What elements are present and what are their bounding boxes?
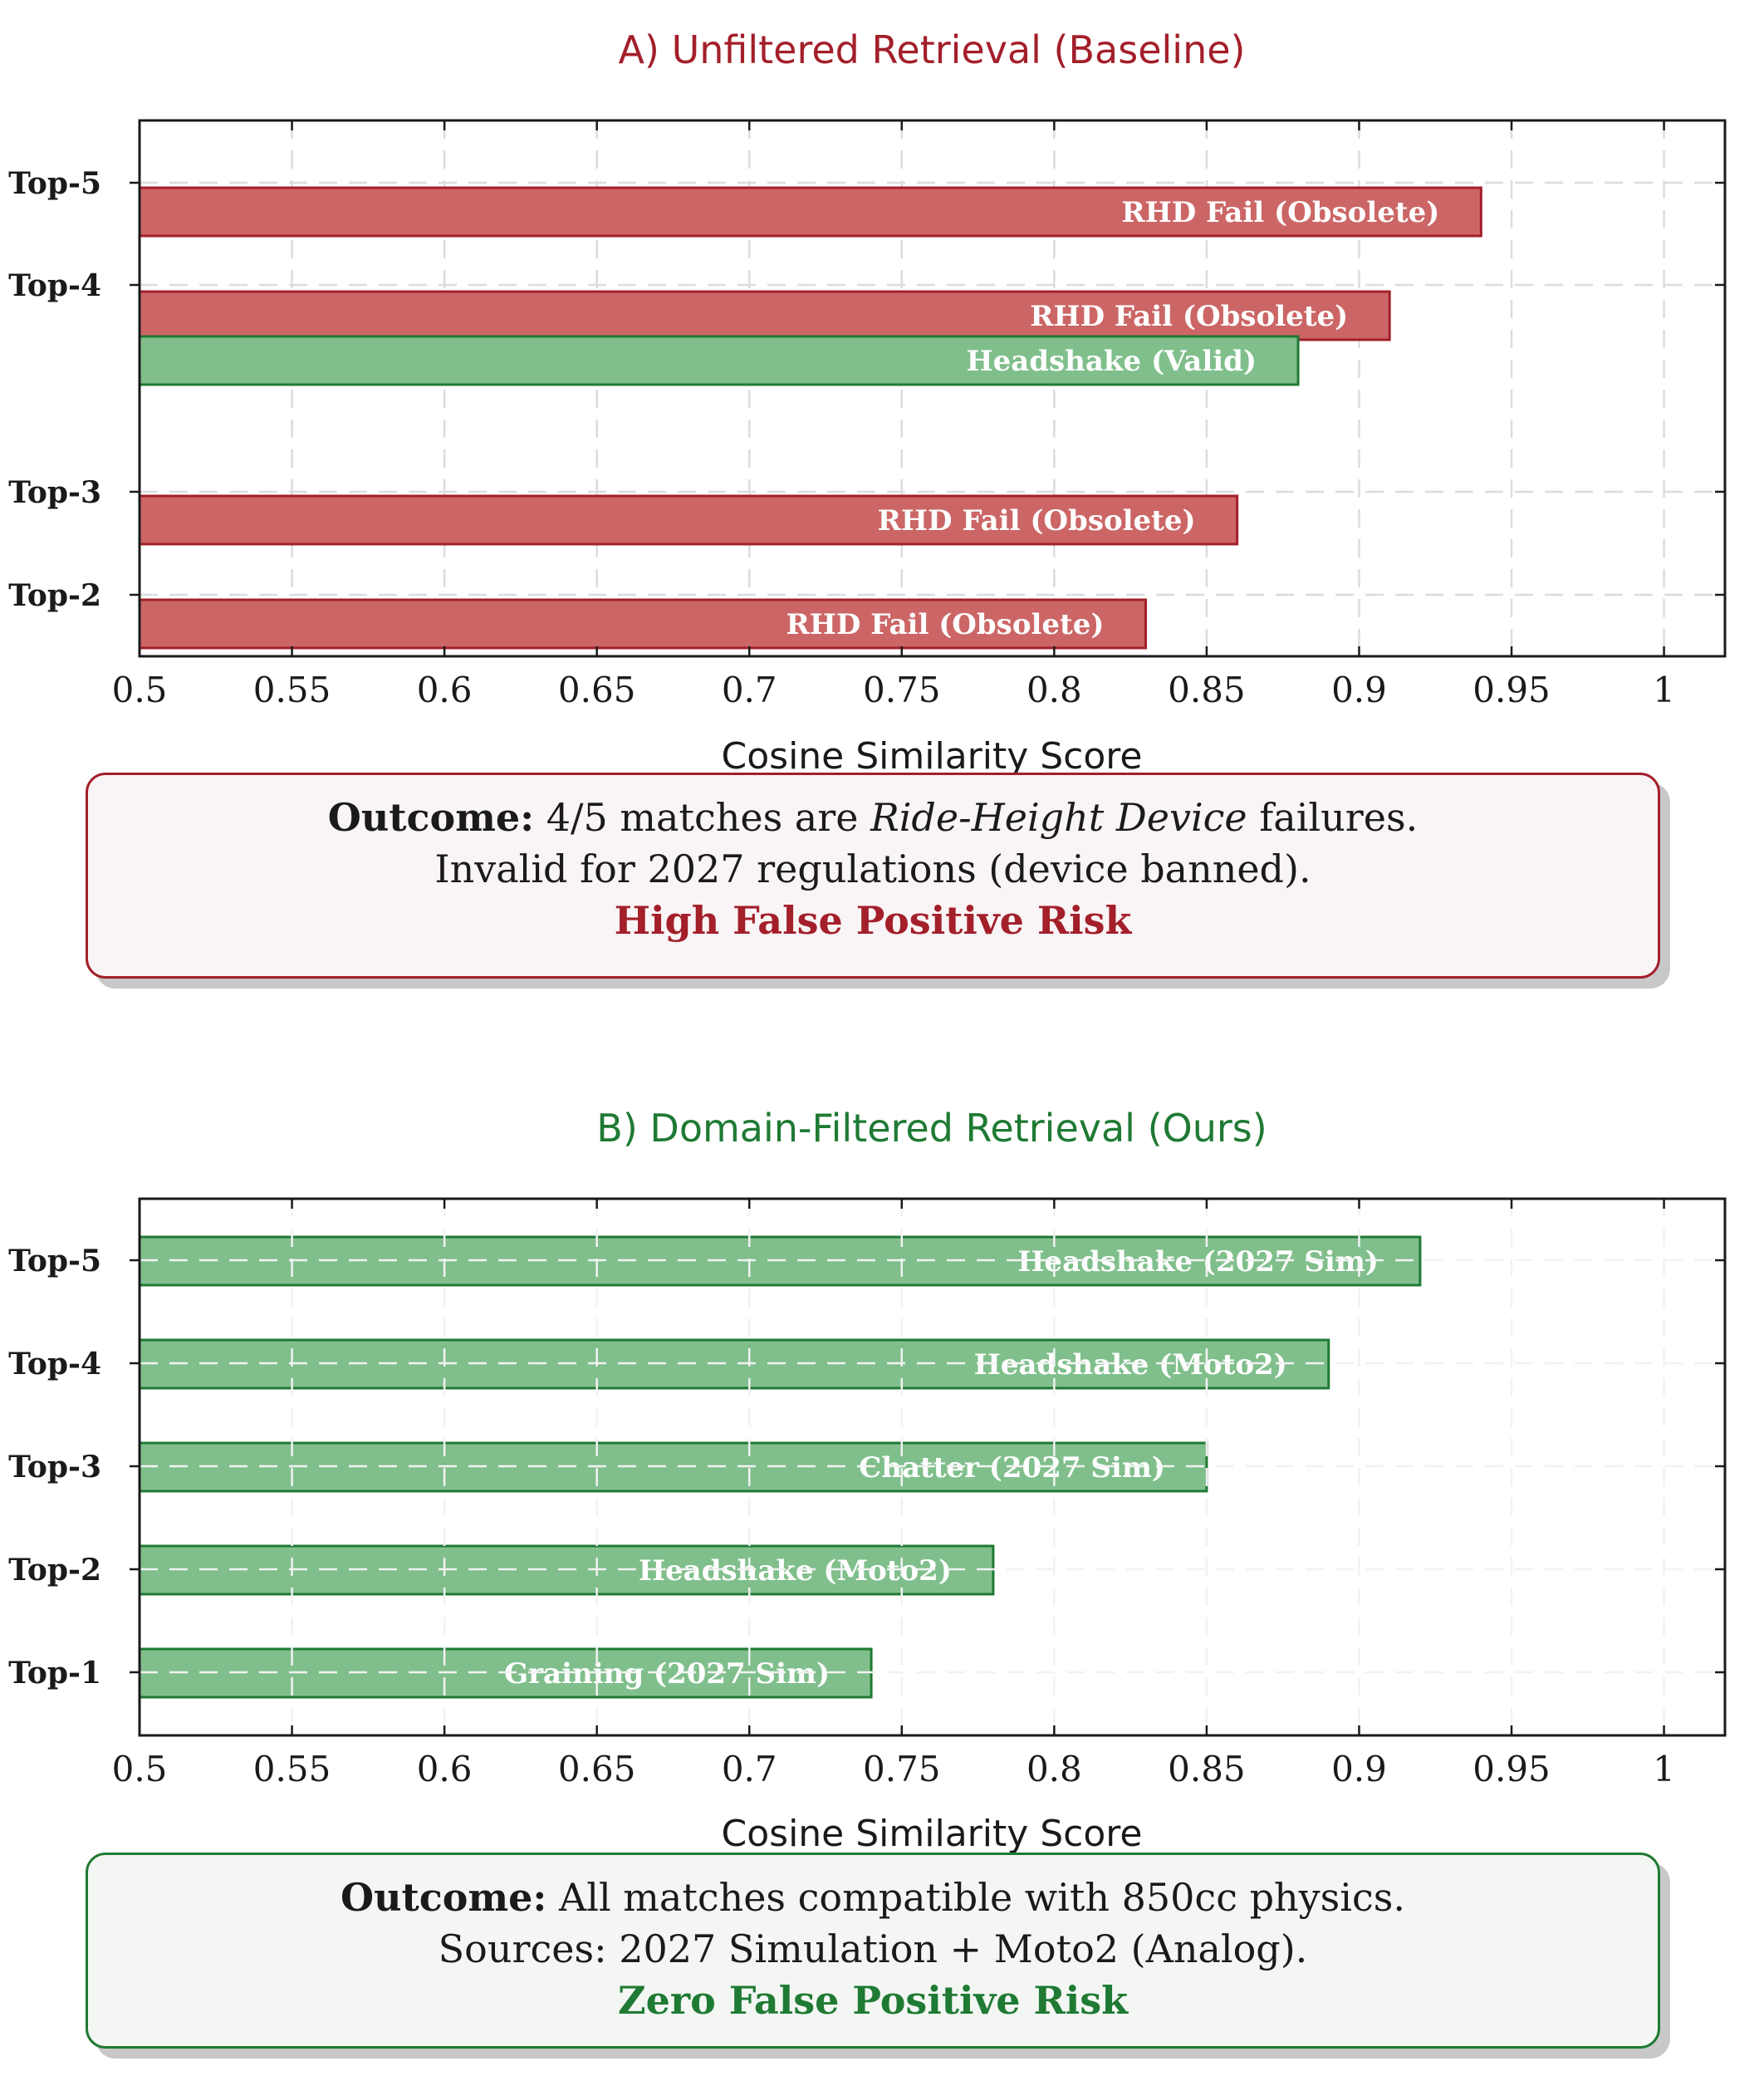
outcome-a-text-end: failures. [1247,795,1419,840]
chart-a-xtick-label: 0.65 [558,670,636,710]
chart-a-ytick-label: Top-2 [8,578,101,613]
outcome-b-text: All matches compatible with 850cc physic… [546,1875,1405,1920]
chart-a-bar-label: RHD Fail (Obsolete) [878,504,1196,537]
chart-a-ytick-label: Top-5 [8,166,101,201]
chart-b-xtick-label: 0.95 [1472,1749,1551,1789]
chart-a-bar-label: RHD Fail (Obsolete) [1121,196,1439,229]
chart-b-bar-label: Headshake (2027 Sim) [1017,1245,1379,1278]
outcome-b-line1: Outcome: All matches compatible with 850… [88,1872,1658,1923]
chart-a-xtick-label: 0.7 [722,670,777,710]
chart-a-ytick-label: Top-3 [8,475,101,510]
chart-b-bar-label: Headshake (Moto2) [639,1554,952,1588]
chart-a-xtick-label: 0.9 [1331,670,1387,710]
chart-b-ytick-label: Top-4 [8,1347,101,1382]
outcome-a-emphasis: Ride-Height Device [870,795,1247,840]
outcome-box-b: Outcome: All matches compatible with 850… [86,1853,1660,2049]
chart-a-grid [140,120,1725,656]
chart-a-xtick-label: 0.55 [253,670,331,710]
chart-a-bar [138,335,1300,386]
outcome-b-risk: Zero False Positive Risk [618,1978,1128,2023]
chart-a-xtick-label: 0.95 [1472,670,1551,710]
chart-b-ytick-label: Top-5 [8,1244,101,1278]
chart-b-ytick-label: Top-3 [8,1450,101,1485]
chart-b-xtick-label: 0.6 [417,1749,473,1789]
chart-a-bar [138,186,1482,238]
chart-a-axes-frame [138,119,1727,658]
outcome-a-risk: High False Positive Risk [614,898,1132,943]
chart-b-bar-label: Graining (2027 Sim) [504,1657,830,1691]
outcome-b-lead: Outcome: [341,1875,547,1920]
chart-b-xtick-label: 0.9 [1331,1749,1387,1789]
outcome-b-line2: Sources: 2027 Simulation + Moto2 (Analog… [438,1926,1308,1971]
outcome-a-text: 4/5 matches are [534,795,871,840]
chart-a-bar-label: RHD Fail (Obsolete) [1030,300,1348,333]
chart-a: RHD Fail (Obsolete) RHD Fail (Obsolete) He… [8,119,1727,710]
chart-a-bar-label: Headshake (Valid) [966,345,1257,378]
chart-a-xtick-label: 0.5 [112,670,168,710]
chart-a-title: A) Unfiltered Retrieval (Baseline) [619,27,1246,72]
chart-b-ytick-label: Top-2 [8,1553,101,1588]
chart-a-xtick-label: 1 [1653,670,1675,710]
outcome-a-lead: Outcome: [327,795,535,840]
chart-a-xlabel: Cosine Similarity Score [722,735,1143,778]
outcome-box-a: Outcome: 4/5 matches are Ride-Height Dev… [86,773,1660,979]
chart-b-ytick-label: Top-1 [8,1656,101,1691]
chart-a-xtick-label: 0.8 [1027,670,1082,710]
chart-b-xtick-label: 0.55 [253,1749,331,1789]
chart-b-xlabel: Cosine Similarity Score [722,1813,1143,1855]
chart-a-xtick-label: 0.6 [417,670,473,710]
chart-b-bar-label: Chatter (2027 Sim) [859,1451,1165,1485]
chart-b-xtick-label: 1 [1653,1749,1675,1789]
chart-b-grid [140,1199,1725,1735]
chart-a-xtick-label: 0.75 [863,670,941,710]
chart-b-xtick-label: 0.75 [863,1749,941,1789]
chart-b-title: B) Domain-Filtered Retrieval (Ours) [596,1106,1267,1151]
chart-a-ytick-label: Top-4 [8,268,101,303]
chart-b-bar [138,1441,1208,1493]
chart-b-xtick-label: 0.8 [1027,1749,1082,1789]
chart-b-xtick-label: 0.5 [112,1749,168,1789]
chart-b-xtick-label: 0.7 [722,1749,777,1789]
chart-a-bar [138,494,1239,546]
chart-b-bar-label: Headshake (Moto2) [974,1348,1287,1382]
chart-b-xtick-label: 0.65 [558,1749,636,1789]
chart-b: Headshake (2027 Sim) Headshake (Moto2) Cha… [8,1197,1727,1789]
chart-a-xtick-label: 0.85 [1168,670,1246,710]
outcome-a-line2: Invalid for 2027 regulations (device ban… [434,847,1311,891]
outcome-a-line1: Outcome: 4/5 matches are Ride-Height Dev… [88,792,1658,843]
chart-a-bar-label: RHD Fail (Obsolete) [786,608,1105,641]
chart-b-xtick-label: 0.85 [1168,1749,1246,1789]
